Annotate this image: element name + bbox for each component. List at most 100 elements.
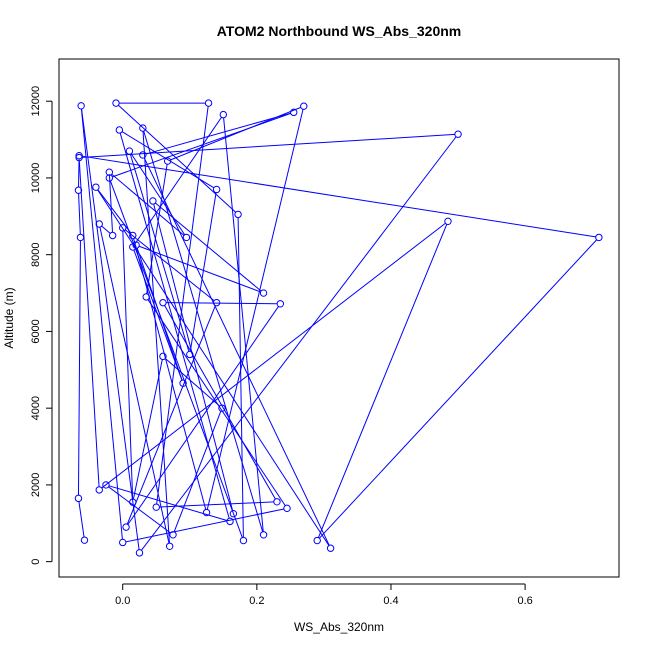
data-point: [179, 379, 187, 387]
data-point: [125, 147, 134, 155]
data-point: [102, 481, 110, 489]
data-point: [259, 289, 268, 297]
data-point: [165, 542, 174, 551]
series-segment: [155, 202, 262, 292]
series-segment: [97, 189, 330, 546]
data-point: [229, 509, 238, 518]
data-point: [95, 220, 103, 228]
series-segment: [99, 227, 170, 544]
series-segment: [78, 158, 80, 188]
data-point: [204, 99, 213, 107]
data-point: [444, 217, 452, 226]
series-segment: [118, 104, 237, 213]
data-point: [142, 293, 150, 301]
x-tick-label: 0.2: [249, 595, 264, 607]
chart-title: ATOM2 Northbound WS_Abs_320nm: [217, 23, 462, 39]
data-point: [119, 224, 127, 232]
series-segment: [101, 225, 111, 234]
series-points: [74, 99, 603, 557]
data-point: [129, 498, 137, 506]
data-point: [119, 538, 127, 547]
data-point: [239, 536, 248, 545]
data-point: [186, 350, 194, 359]
data-point: [132, 241, 140, 249]
y-tick-label: 10000: [30, 163, 42, 194]
series-segment: [133, 238, 207, 510]
series-segment: [77, 240, 81, 496]
series-segment: [173, 410, 222, 532]
data-point: [234, 210, 242, 219]
data-point: [115, 126, 124, 134]
series-segment: [138, 245, 261, 293]
x-tick-label: 0.0: [115, 595, 130, 607]
series-segment: [134, 116, 222, 245]
data-point: [212, 298, 221, 307]
x-axis: 0.0 0.2 0.4 0.6: [115, 583, 533, 607]
series-segment: [156, 106, 209, 505]
series-segment: [237, 217, 244, 538]
data-point: [129, 231, 137, 240]
data-point: [75, 151, 83, 160]
data-point: [76, 233, 85, 242]
series-segment: [78, 193, 81, 235]
series-segment: [223, 117, 264, 532]
series-segment: [317, 224, 448, 538]
series-segment: [121, 131, 215, 189]
series-segment: [82, 155, 596, 238]
series-segment: [146, 164, 168, 294]
series-segment: [81, 108, 140, 550]
series-lines: [77, 102, 598, 551]
series-segment: [109, 180, 243, 538]
data-point: [112, 99, 120, 107]
data-point: [219, 110, 228, 119]
data-point: [139, 151, 147, 159]
y-tick-label: 8000: [30, 242, 42, 266]
series-segment: [122, 231, 134, 499]
data-point: [226, 517, 234, 526]
series-segment: [319, 239, 598, 539]
data-point: [290, 108, 298, 117]
data-point: [159, 298, 167, 307]
data-point: [77, 102, 85, 110]
data-point: [313, 536, 321, 545]
series-segment: [153, 203, 234, 511]
plot-frame: [58, 58, 620, 578]
series-segment: [78, 501, 85, 538]
series-segment: [170, 106, 302, 161]
data-point: [259, 531, 268, 539]
data-point: [95, 486, 103, 494]
y-tick-label: 2000: [30, 473, 42, 497]
series-segment: [82, 133, 455, 158]
data-point: [80, 536, 89, 544]
data-point: [182, 233, 191, 242]
data-point: [152, 503, 160, 511]
series-segment: [80, 108, 123, 540]
series-segment: [130, 153, 186, 236]
data-point: [74, 186, 83, 194]
data-point: [595, 233, 603, 242]
series-segment: [206, 109, 304, 510]
series-segment: [108, 485, 228, 521]
series-segment: [132, 359, 163, 500]
data-point: [218, 404, 226, 412]
series-segment: [129, 154, 190, 352]
data-point: [276, 300, 285, 308]
data-point: [169, 531, 177, 539]
data-point: [135, 549, 144, 557]
series-segment: [101, 222, 446, 489]
series-segment: [147, 299, 286, 506]
y-tick-label: 12000: [30, 86, 42, 117]
x-tick-label: 0.4: [383, 595, 398, 607]
data-point: [163, 157, 172, 165]
data-point: [326, 544, 335, 552]
data-point: [300, 102, 308, 110]
series-segment: [126, 305, 216, 525]
series-segment: [141, 136, 457, 551]
data-point: [92, 183, 100, 191]
series-segment: [143, 130, 264, 532]
series-segment: [142, 131, 170, 544]
data-point: [454, 130, 462, 138]
data-point: [108, 231, 117, 240]
data-point: [105, 168, 113, 176]
